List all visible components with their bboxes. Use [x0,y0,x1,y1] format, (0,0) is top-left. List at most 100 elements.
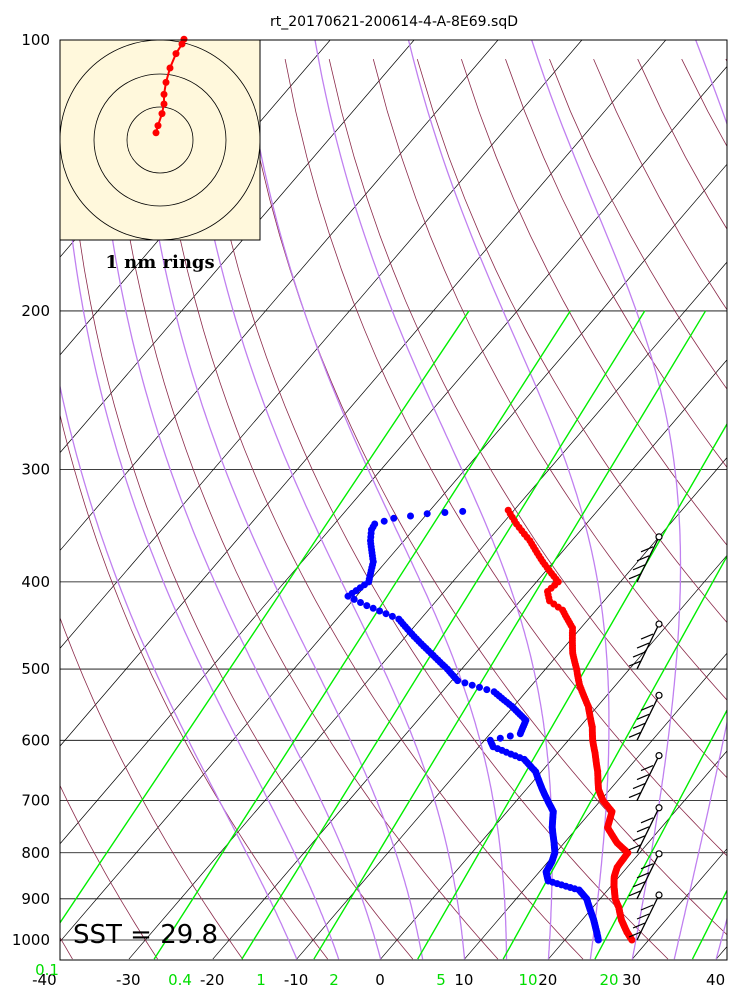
dewpoint-point [407,512,414,520]
mixing-ratio-label: 2 [329,971,339,989]
profile-series [344,506,636,944]
temperature-tick-label: 30 [622,971,641,989]
wind-barb-flag [632,651,646,658]
wind-barb-flag [628,731,642,738]
wind-barb-flag [628,890,642,897]
dry-adiabat [60,616,244,960]
mixing-ratio-line [594,708,727,960]
wind-barb-flag [636,872,650,879]
moist-adiabat [715,916,727,960]
wind-barb-flag [628,844,642,851]
dewpoint-point [395,615,403,623]
dry-adiabat [152,59,584,960]
wind-barb-flag [640,863,654,870]
dry-adiabat [64,59,414,960]
dewpoint-point [376,607,384,615]
mixing-ratio-label: 0.4 [168,971,192,989]
dry-adiabat [461,58,727,546]
hodograph-inset [59,35,261,241]
plot-frame [59,39,728,961]
mixing-ratio-label: 20 [599,971,618,989]
moist-adiabat [183,40,466,960]
dry-adiabat [108,59,499,960]
isotherm [128,261,727,960]
isotherm [60,163,727,943]
dry-adiabat [637,58,727,230]
hodograph-ring [126,106,194,174]
moist-adiabat [60,383,298,960]
hodograph-background [59,39,261,241]
dry-adiabat [372,58,727,701]
dry-adiabat [416,58,727,624]
moist-adiabat [314,40,553,960]
isotherm [60,40,583,649]
dewpoint-point [483,686,491,694]
wind-barb-head [655,891,663,899]
moist-adiabat [241,40,508,960]
wind-barb-flag [640,765,654,772]
wind-barb-flag [636,913,650,920]
wind-barb-flag [636,826,650,833]
wind-barb-head [655,850,663,858]
dry-adiabat [328,59,727,779]
dry-adiabat [284,59,727,857]
moist-adiabat [135,40,424,960]
dewpoint-point [390,514,398,522]
mixing-ratio-label: 0.1 [35,961,59,979]
moist-adiabat [94,40,382,960]
isotherm [464,652,727,960]
wind-barb-flag [628,660,642,667]
dewpoint-point [369,604,377,612]
wind-barb-flag [632,783,646,790]
dewpoint-point [388,612,396,620]
wind-barb-flag [628,792,642,799]
pressure-tick-label: 400 [21,573,50,591]
dry-adiabat [196,59,669,960]
dry-adiabat [60,784,158,960]
dry-adiabat [240,59,727,936]
pressure-tick-label: 900 [21,890,50,908]
dewpoint-point [468,681,476,689]
temperature-tick-label: -20 [200,971,225,989]
wind-barb-flag [640,633,654,640]
mixing-ratio-line [691,888,727,960]
wind-barb-flag [628,931,642,938]
hodograph-rings-label: 1 nm rings [105,252,214,273]
isotherm [60,65,727,845]
temperature-tick-label: -40 [32,971,57,989]
pressure-tick-label: 700 [21,792,50,810]
wind-barb-flag [636,642,650,649]
chart-title: rt_20170621-200614-4-A-8E69.sqD [270,14,518,30]
moist-adiabat [60,40,340,960]
dewpoint-point [441,509,449,516]
moist-adiabat [531,40,682,960]
hodograph-ring [93,73,227,207]
wind-barb-head [655,691,663,699]
wind-barb-flag [632,722,646,729]
pressure-tick-label: 200 [21,302,50,320]
dry-adiabat [681,58,727,148]
wind-barb-flag [636,713,650,720]
mixing-ratio-label: 1 [256,971,266,989]
dewpoint-point [459,507,467,515]
dewpoint-point [486,736,494,744]
wind-barb-head [655,620,663,628]
pressure-tick-label: 800 [21,844,50,862]
wind-barb-flag [632,922,646,929]
dewpoint-point [357,599,364,606]
isotherm [60,40,667,747]
wind-barb-flag [636,774,650,781]
dewpoint-point [382,610,390,618]
dry-adiabat [549,58,727,390]
dewpoint-point [380,517,388,525]
dewpoint-point [371,520,379,528]
dewpoint-point [461,679,469,687]
pressure-tick-label: 100 [21,31,50,49]
dewpoint-point [476,683,483,691]
pressure-tick-label: 1000 [12,931,50,949]
mixing-ratio-line [241,310,646,960]
dewpoint-point [350,595,358,603]
wind-barb-flag [632,835,646,842]
mixing-ratio-line [417,422,727,960]
